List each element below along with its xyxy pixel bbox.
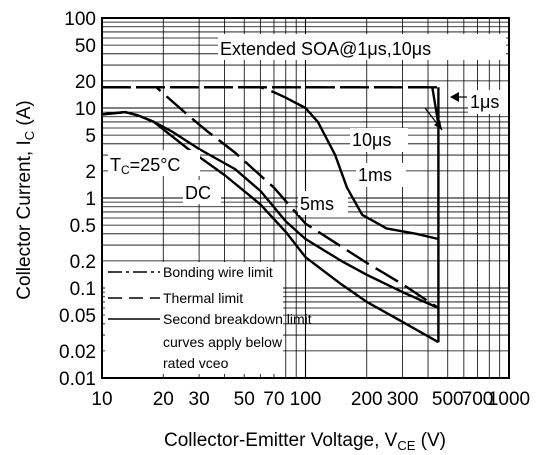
dc-label: DC — [185, 183, 211, 203]
y-tick-labels: 100 50 20 10 5 2 1 0.5 0.2 0.1 0.05 0.02 0.01 — [59, 9, 96, 390]
legend-label-second-breakdown: Second breakdown limit — [163, 311, 312, 327]
us10-label: 10μs — [352, 130, 391, 150]
x-tick-label: 200 — [351, 389, 383, 410]
y-tick-label: 1 — [85, 189, 96, 210]
y-axis-title: Collector Current, IC (A) — [14, 100, 37, 299]
curve-solid — [285, 96, 439, 241]
x-tick-label: 700 — [462, 389, 494, 410]
y-tick-label: 0.05 — [59, 306, 96, 327]
x-tick-label: 30 — [189, 389, 210, 410]
y-tick-label: 0.01 — [59, 369, 96, 390]
x-axis-title-unit: (V) — [415, 430, 446, 451]
y-tick-label: 10 — [75, 99, 96, 120]
tc-sub: C — [121, 163, 130, 177]
y-axis-title-main: Collector Current, I — [14, 140, 35, 299]
ms1-label-bg — [356, 163, 406, 187]
ms5-label-bg — [298, 191, 348, 215]
us10-label-bg — [350, 128, 408, 152]
y-tick-label: 2 — [85, 162, 96, 183]
ms5-label: 5ms — [300, 194, 334, 214]
x-tick-label: 20 — [153, 389, 174, 410]
x-tick-label: 300 — [387, 389, 419, 410]
y-tick-label: 0.2 — [70, 252, 96, 273]
legend-note-line-1: curves apply below — [163, 334, 283, 350]
y-tick-label: 50 — [75, 36, 96, 57]
us1-label: 1μs — [470, 92, 499, 112]
x-tick-label: 10 — [91, 389, 112, 410]
y-axis-title-unit: (A) — [14, 100, 35, 131]
legend-note-line-2: rated vceo — [163, 355, 229, 371]
y-tick-label: 0.5 — [70, 216, 96, 237]
legend-label-thermal: Thermal limit — [163, 290, 243, 306]
us1-label-bg — [468, 90, 508, 114]
x-tick-label: 50 — [234, 389, 255, 410]
tc-main: T — [110, 155, 121, 175]
plot-frame — [101, 17, 510, 379]
y-tick-label: 5 — [85, 126, 96, 147]
us1-pointer-head — [450, 92, 459, 102]
tc-rest: =25°C — [130, 155, 181, 175]
header-label: Extended SOA@1μs,10μs — [220, 39, 431, 59]
y-axis-title-sub: C — [22, 131, 37, 140]
y-tick-label: 0.1 — [70, 279, 96, 300]
header-label-bg — [218, 34, 506, 60]
legend-label-bonding: Bonding wire limit — [163, 264, 273, 280]
y-tick-label: 100 — [64, 9, 96, 30]
curve-dashed — [102, 86, 440, 310]
x-axis-title-main: Collector-Emitter Voltage, V — [164, 430, 398, 451]
x-axis-title: Collector-Emitter Voltage, VCE (V) — [164, 430, 446, 453]
ms1-label: 1ms — [358, 165, 392, 185]
legend-bg — [105, 262, 283, 374]
x-tick-label: 100 — [290, 389, 322, 410]
x-axis-title-sub: CE — [397, 438, 415, 453]
tc-label: TC=25°C — [110, 155, 180, 177]
y-tick-label: 0.02 — [59, 342, 96, 363]
curves — [101, 86, 440, 344]
curve-dashed — [102, 86, 287, 99]
y-tick-label: 20 — [75, 72, 96, 93]
curve-solid — [101, 110, 439, 310]
x-tick-label: 70 — [263, 389, 284, 410]
dc-label-bg — [183, 180, 221, 204]
us10-pointer-head — [434, 120, 442, 130]
x-tick-label: 500 — [432, 389, 464, 410]
tc-label-bg — [108, 150, 200, 176]
x-tick-label: 1000 — [488, 389, 530, 410]
